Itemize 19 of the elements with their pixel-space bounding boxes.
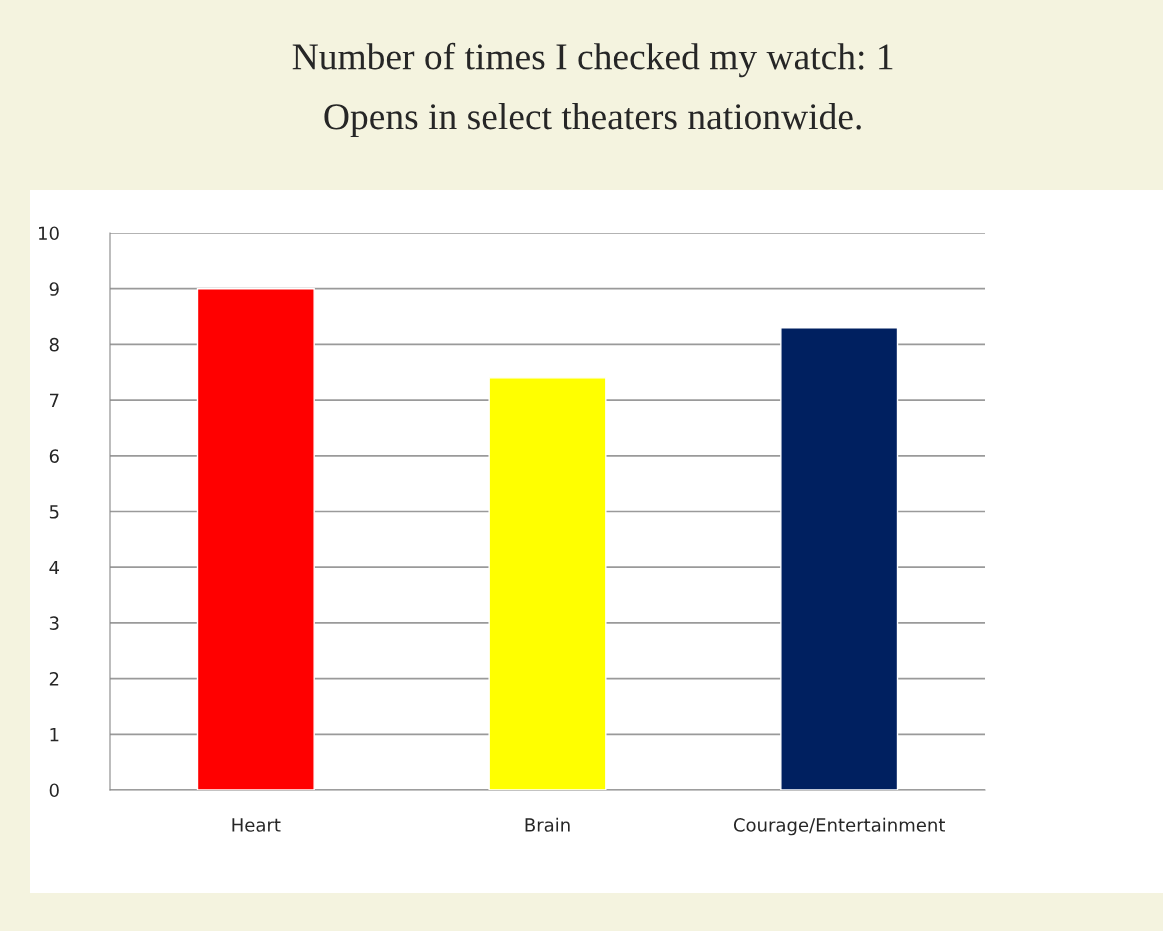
y-tick-label: 2 (49, 672, 59, 686)
chart-subtitle: Opens in select theaters nationwide. (324, 103, 861, 137)
x-tick-label: Brain (525, 817, 570, 832)
y-tick-label: 10 (39, 226, 59, 241)
bar (196, 288, 315, 790)
y-tick-label: 3 (49, 616, 59, 631)
y-tick-label: 0 (49, 783, 59, 798)
y-tick-label: 6 (49, 449, 59, 463)
y-tick-label: 5 (49, 505, 59, 519)
bar (488, 377, 607, 790)
bar (780, 326, 899, 790)
y-tick-label: 1 (50, 728, 59, 742)
y-tick-label: 4 (49, 560, 59, 575)
chart-title: Number of times I checked my watch: 1 (292, 42, 893, 78)
x-tick-label: Courage/Entertainment (733, 817, 945, 836)
y-tick-label: 7 (49, 393, 59, 407)
y-tick-label: 9 (49, 282, 59, 296)
y-tick-label: 8 (49, 337, 59, 352)
x-tick-label: Heart (232, 818, 281, 832)
